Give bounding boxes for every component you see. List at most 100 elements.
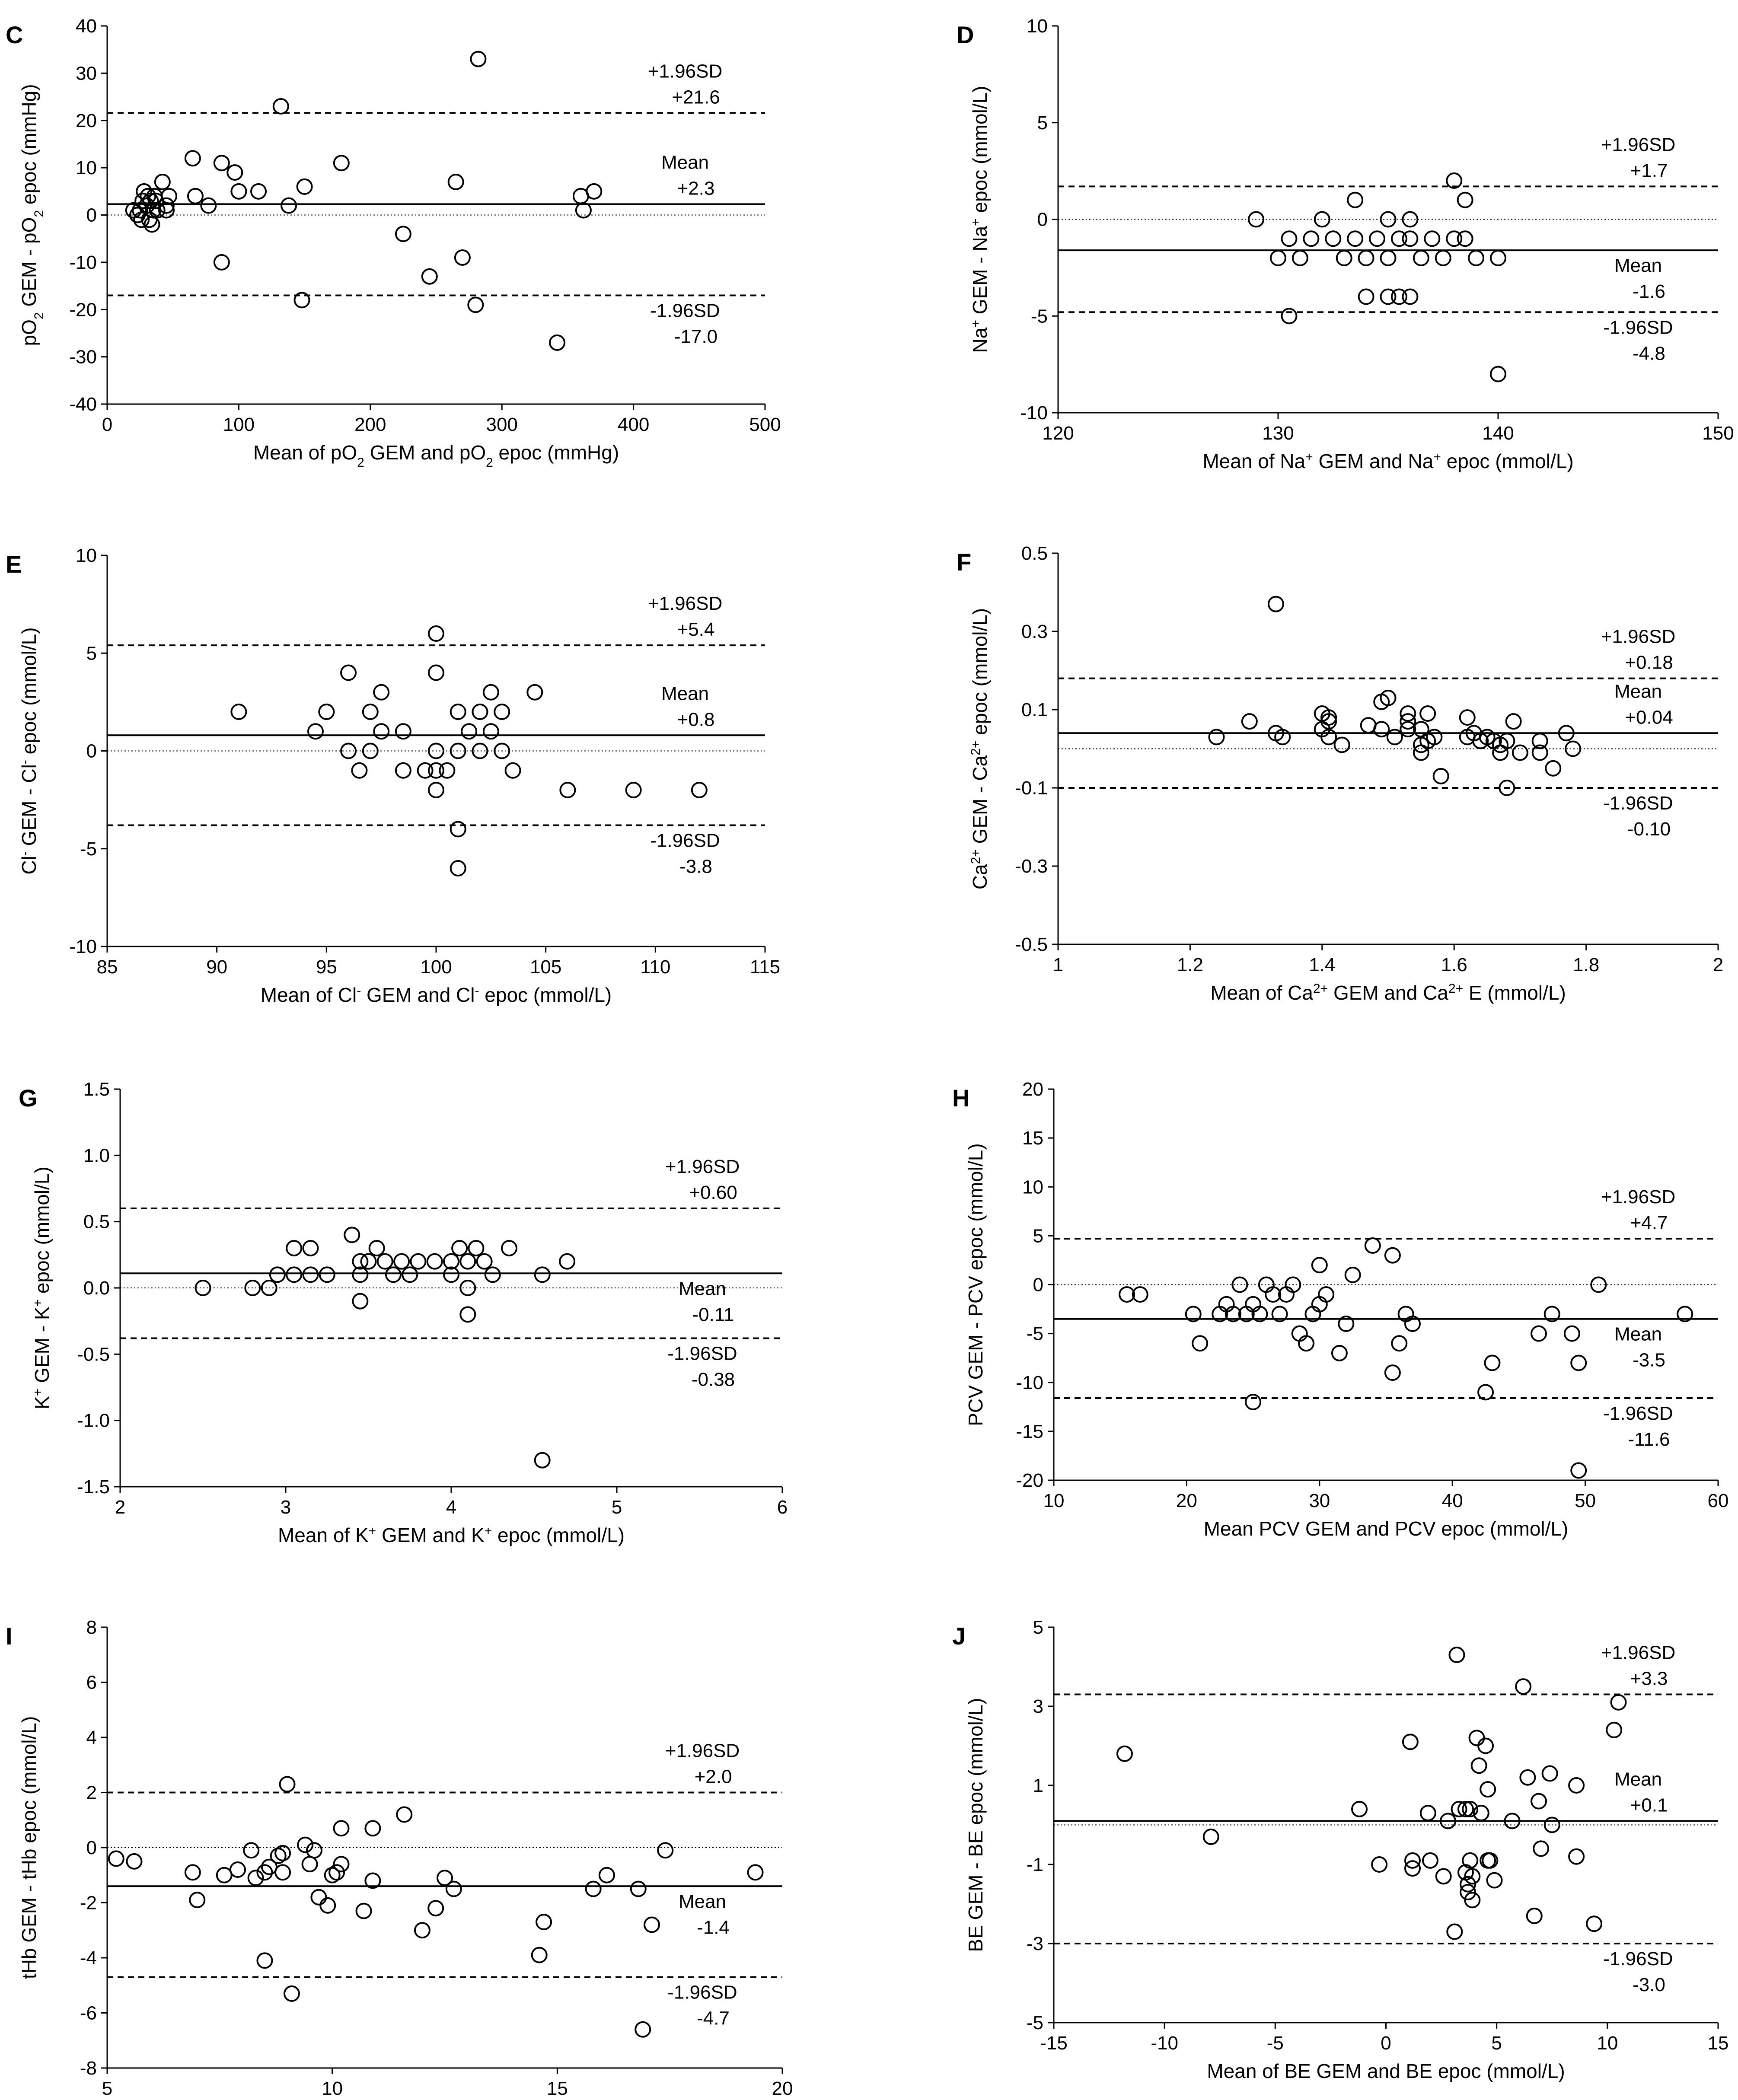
x-tick-label: 1.2 — [1177, 954, 1203, 975]
y-tick-label: 8 — [86, 1617, 97, 1638]
data-point — [355, 1902, 372, 1919]
lower-line-label: -1.96SD — [1603, 1403, 1673, 1424]
x-tick-label: -10 — [1151, 2033, 1178, 2054]
data-point — [1333, 736, 1350, 753]
data-point — [149, 202, 166, 219]
data-point — [306, 1842, 323, 1859]
data-point — [1439, 1813, 1456, 1829]
data-point — [439, 762, 456, 779]
y-tick-label: 20 — [76, 110, 97, 131]
y-tick-label: 3 — [1033, 1696, 1043, 1717]
mean-line-value: +0.8 — [677, 709, 715, 730]
data-point — [428, 742, 444, 759]
data-point — [417, 762, 434, 779]
data-point — [1245, 1394, 1262, 1410]
lower-line-label: -1.96SD — [667, 1982, 737, 2003]
y-tick-label: 0 — [86, 741, 97, 762]
x-axis-title: Mean of Ca2+ GEM and Ca2+ E (mmol/L) — [1210, 981, 1566, 1004]
panel-letter: H — [952, 1084, 969, 1112]
y-tick-label: 6 — [86, 1672, 97, 1693]
x-tick-label: 300 — [486, 414, 517, 435]
y-tick-label: -15 — [1016, 1421, 1043, 1442]
data-point — [1490, 366, 1506, 382]
data-point — [108, 1850, 124, 1867]
mean-line-value: +0.04 — [1625, 707, 1673, 728]
y-axis-title: tHb GEM - tHb epoc (mmol/L) — [18, 1716, 40, 1979]
data-point — [1292, 250, 1308, 266]
data-point — [586, 183, 603, 200]
data-point — [1457, 1800, 1474, 1817]
data-point — [296, 178, 313, 195]
data-point — [1543, 1306, 1560, 1322]
y-tick-label: 10 — [1027, 16, 1048, 37]
data-point — [1459, 709, 1476, 726]
x-tick-label: -15 — [1040, 2033, 1068, 2054]
x-tick-label: 100 — [223, 414, 255, 435]
data-point — [1531, 744, 1548, 761]
x-tick-label: 1.8 — [1573, 954, 1599, 975]
y-tick-label: -0.5 — [1015, 934, 1048, 955]
data-point — [1265, 1286, 1282, 1303]
x-tick-label: 3 — [281, 1497, 291, 1518]
data-point — [1271, 1306, 1288, 1322]
data-point — [1457, 191, 1473, 208]
data-point — [302, 1240, 319, 1256]
y-tick-label: 0 — [86, 1837, 97, 1858]
data-point — [213, 254, 230, 271]
data-point — [1457, 230, 1473, 247]
y-tick-label: 15 — [1022, 1128, 1043, 1149]
data-point — [644, 1916, 660, 1933]
upper-line-value: +2.0 — [695, 1766, 732, 1788]
lower-line-label: -1.96SD — [1603, 1948, 1673, 1969]
x-tick-label: 0 — [1381, 2033, 1391, 2054]
data-point — [250, 183, 267, 200]
data-point — [1526, 1907, 1543, 1924]
data-point — [1460, 1876, 1477, 1893]
data-point — [352, 1266, 369, 1283]
data-point — [1386, 729, 1403, 746]
data-point — [1468, 1730, 1485, 1746]
y-tick-label: 0.3 — [1021, 621, 1048, 642]
data-point — [1480, 1781, 1496, 1798]
data-point — [364, 1820, 381, 1837]
x-tick-label: 6 — [777, 1497, 788, 1518]
data-point — [319, 1266, 335, 1283]
data-point — [1119, 1286, 1135, 1303]
x-tick-label: 110 — [640, 956, 670, 978]
data-point — [333, 1820, 350, 1837]
data-point — [494, 742, 510, 759]
data-point — [1185, 1306, 1202, 1322]
data-point — [1541, 1765, 1558, 1782]
upper-line-value: +21.6 — [672, 86, 720, 108]
upper-line-label: +1.96SD — [1601, 1642, 1675, 1663]
data-point — [261, 1858, 277, 1875]
data-point — [200, 197, 217, 214]
panel-letter: F — [957, 548, 971, 576]
data-point — [534, 1452, 551, 1469]
y-tick-label: -0.1 — [1015, 778, 1048, 799]
data-point — [1543, 1816, 1560, 1833]
data-point — [1505, 713, 1522, 730]
data-point — [585, 1880, 602, 1897]
data-point — [1402, 1734, 1419, 1750]
data-point — [494, 704, 510, 720]
data-point — [1285, 1276, 1301, 1293]
data-point — [459, 1306, 476, 1323]
data-point — [1531, 1793, 1547, 1810]
data-point — [1380, 211, 1397, 228]
data-point — [598, 1867, 615, 1883]
lower-line-label: -1.96SD — [1603, 793, 1673, 814]
data-point — [1248, 211, 1265, 228]
data-point — [468, 1240, 485, 1256]
y-tick-label: 20 — [1022, 1079, 1043, 1100]
y-tick-label: -10 — [1020, 402, 1048, 424]
lower-line-value: -11.6 — [1628, 1429, 1670, 1450]
y-tick-label: 2 — [86, 1782, 97, 1804]
y-axis-title: BE GEM - BE epoc (mmol/L) — [964, 1698, 987, 1952]
data-point — [443, 1253, 459, 1270]
data-point — [373, 684, 390, 701]
data-point — [1545, 760, 1562, 777]
data-point — [467, 296, 484, 313]
data-point — [426, 1253, 443, 1270]
data-point — [297, 1836, 314, 1853]
